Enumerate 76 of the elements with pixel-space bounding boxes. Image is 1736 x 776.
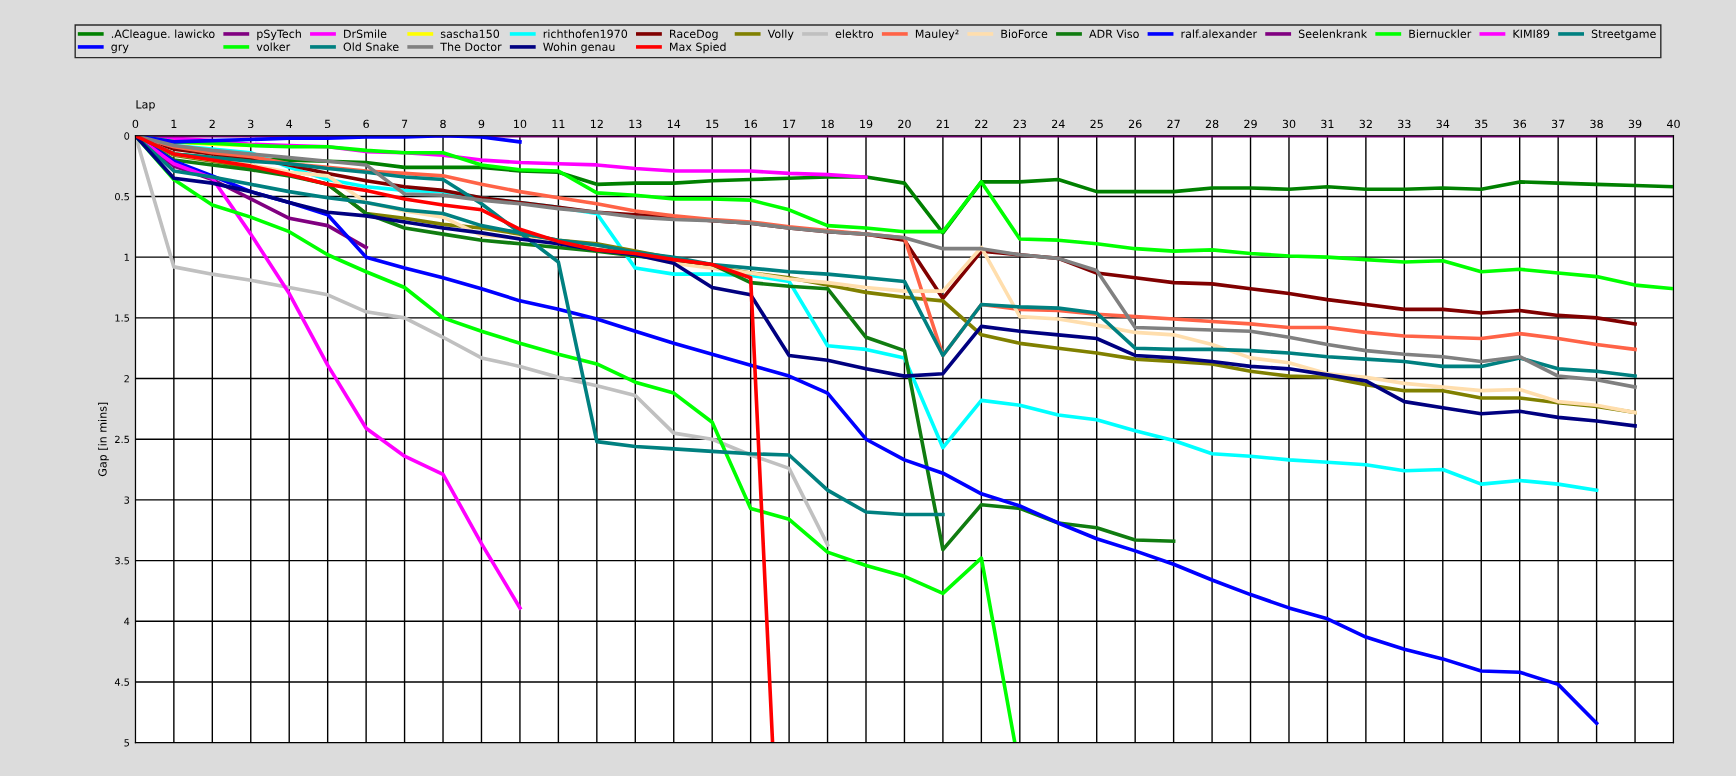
x-tick-label: 23 [1013,119,1026,129]
x-tick-label: 31 [1321,119,1334,129]
y-tick-label: 0 [124,132,130,140]
x-tick-label: 19 [860,119,873,129]
legend-label: Seelenkrank [1298,29,1368,38]
y-tick-label: 0.5 [115,192,129,201]
x-tick-label: 10 [514,119,527,129]
y-tick-label: 5 [124,739,129,747]
x-tick-label: 21 [936,119,949,128]
y-axis-title: Gap [in mins] [98,402,109,477]
x-tick-label: 18 [821,119,834,129]
y-tick-label: 1.5 [115,314,129,322]
legend-label: volker [256,42,291,51]
x-tick-label: 36 [1513,119,1527,129]
y-tick-label: 4 [124,617,130,625]
legend-label: BioForce [1001,29,1048,38]
legend-label: The Doctor [440,42,502,51]
legend-label: elektro [835,29,874,38]
y-tick-label: 4.5 [114,678,129,686]
y-tick-label: 2 [124,375,129,383]
legend-label: ralf.alexander [1181,29,1258,38]
legend-label: DrSmile [344,29,387,38]
legend-label: Volly [767,29,794,41]
legend-label: gry [111,44,129,54]
x-tick-label: 32 [1359,119,1372,129]
x-tick-label: 12 [590,119,603,128]
legend-label: ADR Viso [1089,29,1139,38]
x-tick-label: 39 [1628,119,1642,129]
y-tick-label: 1 [124,253,129,261]
x-tick-label: 24 [1052,119,1065,128]
legend-label: Old Snake [343,42,399,51]
y-tick-label: 3 [124,496,130,504]
x-tick-label: 35 [1475,119,1488,129]
legend-label: Wohin genau [543,42,615,54]
x-tick-label: 6 [363,119,369,129]
x-tick-label: 13 [629,119,642,129]
legend-label: pSyTech [257,29,301,41]
x-tick-label: 29 [1244,119,1257,129]
x-tick-label: 26 [1128,119,1142,129]
x-tick-label: 2 [209,119,215,128]
legend-label: KIMI89 [1513,29,1550,38]
legend-label: Max Spied [670,42,726,54]
x-tick-label: 0 [132,119,139,129]
x-tick-label: 28 [1205,119,1219,129]
legend-label: Mauley² [915,29,959,41]
x-axis-title: Lap [136,100,155,111]
y-tick-label: 2.5 [115,435,129,444]
x-tick-label: 38 [1590,119,1603,129]
x-tick-label: 7 [401,119,408,128]
x-tick-label: 11 [552,119,565,128]
x-tick-label: 4 [286,119,293,128]
x-tick-label: 33 [1398,119,1411,129]
x-tick-label: 22 [975,119,988,128]
legend-label: Streetgame [1591,29,1656,41]
x-tick-label: 1 [171,119,177,128]
y-tick-label: 3.5 [115,557,129,565]
x-tick-label: 20 [898,119,911,129]
legend-label: sascha150 [440,29,500,38]
x-tick-label: 34 [1436,119,1450,129]
x-tick-label: 3 [248,119,254,129]
x-tick-label: 9 [478,119,485,129]
x-tick-label: 14 [667,119,681,128]
x-tick-label: 25 [1090,119,1103,129]
legend-label: RaceDog [670,29,718,41]
x-tick-label: 8 [440,119,446,129]
x-tick-label: 15 [706,119,719,129]
legend-label: .ACleague. lawicko [111,29,215,41]
x-tick-label: 30 [1282,119,1296,129]
legend-label: richthofen1970 [543,29,628,38]
x-tick-label: 40 [1666,119,1680,129]
x-tick-label: 5 [324,119,331,129]
x-tick-label: 16 [744,119,758,129]
x-tick-label: 37 [1551,119,1565,129]
x-tick-label: 27 [1167,119,1180,128]
legend-label: Biernuckler [1409,29,1472,38]
x-tick-label: 17 [783,119,796,128]
